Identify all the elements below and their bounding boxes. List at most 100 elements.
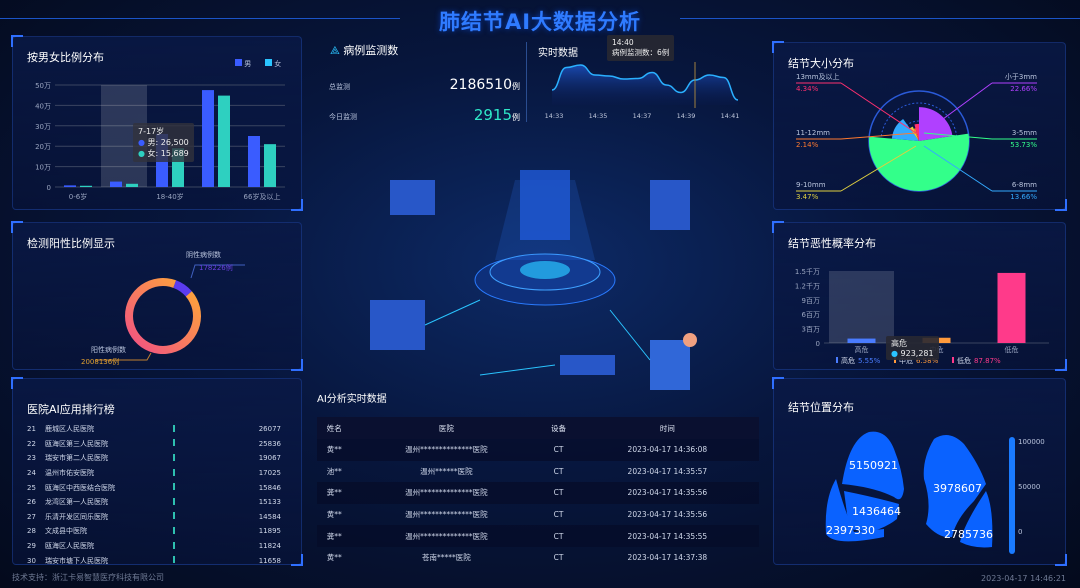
table-row[interactable]: 池** 温州******医院 CT 2023-04-17 14:35:57 [326,466,708,476]
ranking-row[interactable]: 22 瓯海区第三人民医院 25836 [27,439,281,448]
rank-bar [173,556,175,564]
y-tick: 10万 [35,164,51,172]
rose-label: 9-10mm [796,181,826,189]
rose-slice [913,128,919,141]
x-tick: 14:33 [545,112,564,120]
leader-line [923,132,993,140]
ranking-row[interactable]: 30 瑞安市塘下人民医院 11658 [27,556,281,565]
y-tick: 3百万 [802,326,820,334]
ranking-row[interactable]: 26 龙湾区第一人民医院 15133 [27,497,281,507]
rank-bar [173,468,175,476]
rank-bar [173,439,175,447]
malignancy-tooltip: 高危 ● 923,281 [886,336,939,360]
legend-marker [836,357,838,363]
leader-line [923,82,993,134]
y-tick: 6百万 [802,311,820,319]
ranking-row[interactable]: 25 瓯海区中西医结合医院 15846 [27,483,281,492]
realtime-tooltip: 14:40 病例监测数：6例 [607,35,675,61]
page-title: 肺结节AI大数据分析 [438,10,642,34]
x-tick: 14:39 [677,112,696,120]
rose-label: 3-5mm [1012,129,1037,137]
area-fill [552,65,738,105]
table-header: 姓名 医院 设备 时间 [317,417,759,439]
footer-datetime: 2023-04-17 14:46:21 [981,574,1066,583]
center-illustration [370,170,697,390]
monitor-title: ⟁ 病例监测数 [330,44,399,57]
region-value: 2785736 [944,528,993,541]
scale-max: 100000 [1018,438,1045,446]
rank-bar [173,453,175,461]
table-row[interactable]: 龚** 温州**************医院 CT 2023-04-17 14:35:… [317,525,759,547]
x-tick: 0-6岁 [69,192,87,201]
lung-left-lower [960,491,993,548]
y-tick: 0 [816,340,820,348]
cloud-icon [520,261,570,279]
ranking-row[interactable]: 23 瑞安市第二人民医院 19067 [27,453,281,463]
series-line [551,64,739,101]
table-row[interactable]: 龚** 温州**************医院 CT 2023-04-17 14:35:… [317,482,759,504]
header-line-left [0,18,400,19]
legend-pct: 87.87% [974,357,1001,365]
rose-chart: 小于3mm 22.66% 3-5mm 53.73% 6-8mm 13.66% 9-10mm 3… [796,72,1037,201]
leader-line [190,264,245,279]
ranking-row[interactable]: 28 文成县中医院 11895 [27,526,281,536]
panel-title: 结节大小分布 [788,57,854,70]
bar [847,338,876,343]
total-value: 2186510例 [449,77,520,93]
location-panel: 结节位置分布 5150921 1436464 2397330 3978607 2… [772,377,1067,566]
x-tick: 高危 [855,345,869,354]
today-label: 今日监测 [329,113,357,121]
x-tick: 14:41 [721,112,740,120]
donut-chart [95,264,245,361]
rose-pct: 2.14% [796,141,819,149]
leader-line [840,145,917,192]
legend-marker [952,357,954,363]
bar-female [80,185,92,187]
visual-map-slider [1009,437,1015,554]
ranking-row[interactable]: 24 温州市佑安医院 17025 [27,468,281,478]
scale-mid: 50000 [1018,483,1041,491]
server-icon [390,180,435,215]
rank-bar [173,497,175,505]
ranking-row[interactable]: 27 乐清开发区同乐医院 14584 [27,512,281,521]
gender-tooltip: 7-17岁 ● 男: 26,500 ● 女: 15,689 [133,123,194,162]
region-value: 3978607 [933,482,982,495]
table-row[interactable]: 黄** 温州**************医院 CT 2023-04-17 14:35:… [326,510,708,520]
ranking-row[interactable]: 29 瓯海区人民医院 11824 [27,541,281,551]
panel-title: 按男女比例分布 [27,51,104,64]
server-stack-icon [370,300,425,350]
header-line-right [680,18,1080,19]
server-icon [650,180,690,230]
rose-pct: 22.66% [1010,85,1037,93]
positive-label: 阳性病例数 [91,346,126,354]
ranking-list: 21 鹿城区人民医院 26077 22 瓯海区第三人民医院 25836 23 瑞安市第二人民医… [27,422,299,568]
y-tick: 1.5千万 [795,267,820,276]
panel-title: 结节位置分布 [788,401,854,414]
legend-male[interactable]: 男 [235,59,251,69]
table-row[interactable]: 黄** 苍南*****医院 CT 2023-04-17 14:37:38 [326,553,708,563]
lung-right-upper [842,431,904,500]
bar-female [126,183,138,187]
lung-map [825,431,1015,554]
gender-panel: 按男女比例分布 男 女 50万 40万 30万 20万 10万 0 0-6岁 18-40岁 66… [11,35,303,211]
leader-line [923,145,993,192]
leader-line [840,82,917,134]
rose-pct: 53.73% [1010,141,1037,149]
rose-pct: 4.34% [796,85,819,93]
bar-male [64,185,76,187]
negative-label: 阴性病例数 [186,251,221,259]
rose-slice [891,118,919,141]
legend-label: 高危 [841,356,855,365]
rose-slice [869,133,969,192]
panel-title: 结节恶性概率分布 [788,237,876,250]
rose-label: 13mm及以上 [796,72,840,81]
legend-pct: 5.55% [858,357,881,365]
x-tick: 低危 [1005,345,1019,354]
bar [997,272,1026,343]
negative-value: 178226例 [199,264,233,272]
ranking-row[interactable]: 21 鹿城区人民医院 26077 [27,424,281,434]
size-panel: 结节大小分布 小于3mm 22.66% 3-5mm 53.73% 6-8mm 13.66%… [772,41,1067,211]
table-row[interactable]: 黄** 温州**************医院 CT 2023-04-17 14:36:… [317,439,759,461]
lung-left-upper [923,435,986,538]
legend-female[interactable]: 女 [265,59,281,69]
